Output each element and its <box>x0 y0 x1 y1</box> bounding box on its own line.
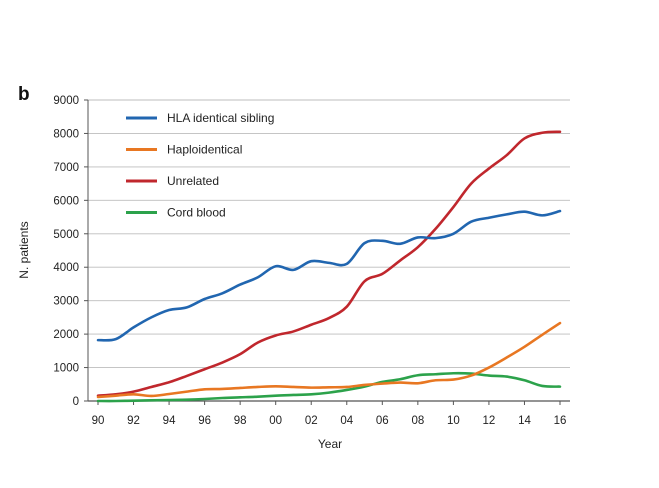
y-axis-label: N. patients <box>17 221 31 278</box>
x-axis-label: Year <box>318 437 342 451</box>
x-tick-label: 98 <box>234 415 247 427</box>
y-tick-label: 8000 <box>53 128 79 140</box>
y-tick-label: 7000 <box>53 162 79 174</box>
y-tick-label: 1000 <box>53 363 79 375</box>
x-tick-label: 06 <box>376 415 389 427</box>
series-lines <box>96 130 562 403</box>
y-tick-label: 2000 <box>53 329 79 341</box>
panel-label: b <box>18 84 30 105</box>
x-tick-label: 96 <box>198 415 211 427</box>
y-tick-label: 4000 <box>53 262 79 274</box>
legend-label: Cord blood <box>167 206 226 220</box>
series-line-hla-identical-sibling <box>96 209 562 342</box>
y-tick-label: 9000 <box>53 95 79 107</box>
gridlines <box>87 99 570 402</box>
x-tick-label: 00 <box>269 415 282 427</box>
legend-label: HLA identical sibling <box>167 111 274 125</box>
y-tick-label: 0 <box>73 396 79 408</box>
x-tick-label: 04 <box>340 415 353 427</box>
series-line-unrelated <box>96 130 562 397</box>
x-tick-label: 92 <box>127 415 140 427</box>
x-axis-ticks: 90 92 94 96 98 00 02 04 06 08 10 12 14 16 <box>92 401 567 427</box>
y-axis-ticks: 0 1000 2000 3000 4000 5000 6000 7000 8000 9000 <box>53 95 88 408</box>
y-tick-label: 3000 <box>53 296 79 308</box>
y-tick-label: 5000 <box>53 229 79 241</box>
x-tick-label: 16 <box>554 415 567 427</box>
series-line-cord-blood <box>96 371 562 403</box>
legend: HLA identical sibling Haploidentical Unrel… <box>126 111 274 220</box>
x-tick-label: 94 <box>163 415 176 427</box>
x-tick-label: 10 <box>447 415 460 427</box>
x-tick-label: 14 <box>518 415 531 427</box>
y-tick-label: 6000 <box>53 195 79 207</box>
x-tick-label: 08 <box>411 415 424 427</box>
series-line-haploidentical <box>96 321 562 399</box>
x-tick-label: 90 <box>92 415 105 427</box>
x-tick-label: 12 <box>483 415 496 427</box>
legend-label: Haploidentical <box>167 143 242 157</box>
x-tick-label: 02 <box>305 415 318 427</box>
legend-label: Unrelated <box>167 174 219 188</box>
